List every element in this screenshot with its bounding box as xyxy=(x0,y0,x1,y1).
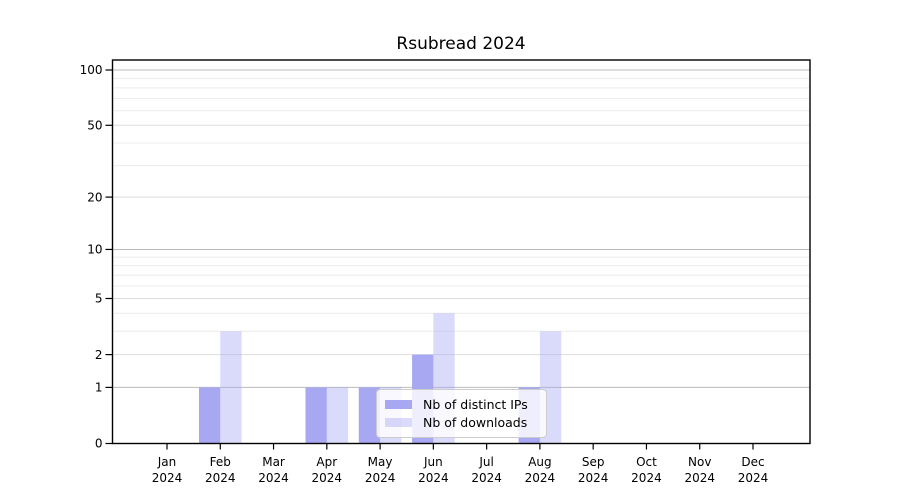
x-tick-label-year: 2024 xyxy=(365,471,396,485)
x-tick-label-year: 2024 xyxy=(471,471,502,485)
x-tick-label-month: Sep xyxy=(582,455,605,469)
x-tick-label-year: 2024 xyxy=(258,471,289,485)
x-tick-label-month: Apr xyxy=(316,455,337,469)
x-tick-label-month: Oct xyxy=(636,455,657,469)
x-tick-label-month: Aug xyxy=(528,455,551,469)
bar-downloads-apr xyxy=(326,387,349,444)
x-tick-label-year: 2024 xyxy=(738,471,769,485)
x-tick-label-year: 2024 xyxy=(578,471,609,485)
x-tick-label-year: 2024 xyxy=(205,471,236,485)
x-tick-label-month: Dec xyxy=(741,455,764,469)
plot-frame xyxy=(111,59,811,445)
legend-entry-downloads: Nb of downloads xyxy=(385,414,537,431)
legend-swatch-downloads xyxy=(385,418,412,427)
x-tick-label-year: 2024 xyxy=(418,471,449,485)
x-tick-label-year: 2024 xyxy=(631,471,662,485)
y-tick-label: 50 xyxy=(87,118,102,132)
x-tick-label-month: Jun xyxy=(423,455,443,469)
bar-downloads-feb xyxy=(220,331,242,444)
y-tick-label: 1 xyxy=(95,381,103,395)
bar-distinct-ips-apr xyxy=(305,387,327,444)
chart-title: Rsubread 2024 xyxy=(396,34,526,54)
y-tick-label: 20 xyxy=(87,190,102,204)
bar-distinct-ips-feb xyxy=(198,387,221,444)
x-tick-label-month: May xyxy=(368,455,393,469)
y-tick-label: 5 xyxy=(95,292,103,306)
x-tick-label-year: 2024 xyxy=(312,471,343,485)
y-tick-label: 0 xyxy=(95,437,103,451)
y-tick-label: 10 xyxy=(87,243,102,257)
y-tick-label: 100 xyxy=(80,63,103,77)
x-tick-label-month: Jul xyxy=(478,455,493,469)
legend: Nb of distinct IPs Nb of downloads xyxy=(376,389,547,438)
legend-label-downloads: Nb of downloads xyxy=(423,415,528,430)
bar-distinct-ips-may xyxy=(358,387,381,444)
x-tick-label-month: Feb xyxy=(210,455,231,469)
legend-label-distinct-ips: Nb of distinct IPs xyxy=(423,397,528,412)
x-tick-label-year: 2024 xyxy=(684,471,715,485)
x-tick-label-year: 2024 xyxy=(152,471,183,485)
legend-swatch-distinct-ips xyxy=(385,400,412,409)
x-tick-label-month: Nov xyxy=(688,455,711,469)
x-tick-label-month: Mar xyxy=(262,455,285,469)
legend-entry-distinct-ips: Nb of distinct IPs xyxy=(385,396,537,413)
y-tick-label: 2 xyxy=(95,348,103,362)
x-tick-label-year: 2024 xyxy=(525,471,556,485)
x-tick-label-month: Jan xyxy=(157,455,177,469)
